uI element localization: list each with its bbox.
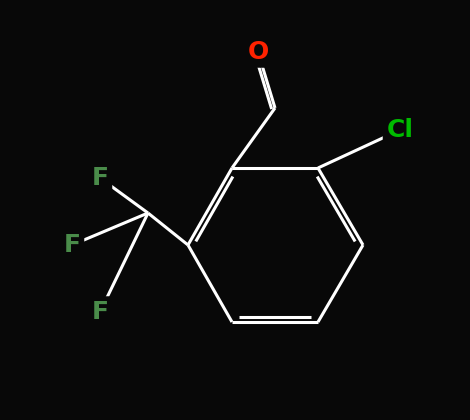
Text: F: F: [63, 233, 80, 257]
Text: F: F: [92, 300, 109, 324]
Text: F: F: [92, 166, 109, 190]
Text: O: O: [247, 40, 269, 64]
Text: Cl: Cl: [386, 118, 414, 142]
